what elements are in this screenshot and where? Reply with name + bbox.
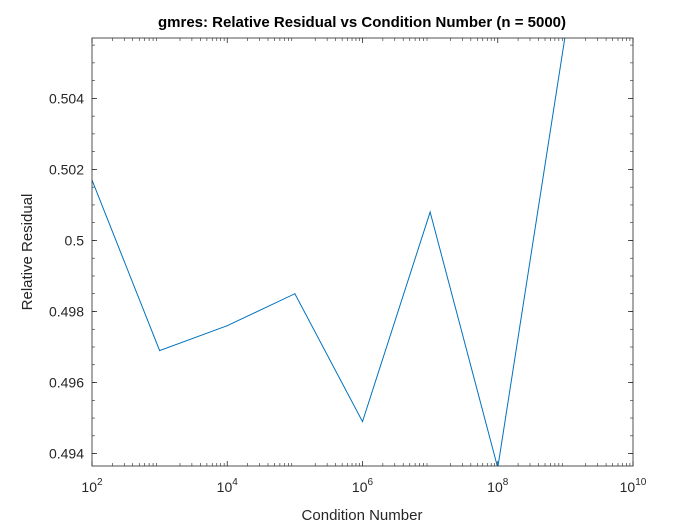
x-axis-label: Condition Number	[302, 507, 423, 524]
y-tick-labels: 0.494 0.496 0.498 0.5 0.502 0.504	[49, 90, 84, 461]
ticks-group	[91, 38, 634, 466]
x-tick-label: 1010	[620, 477, 647, 495]
plot-area	[92, 38, 633, 466]
data-point	[226, 325, 228, 327]
data-point	[497, 467, 498, 468]
data-point	[362, 421, 363, 423]
y-axis-label: Relative Residual	[19, 194, 36, 311]
data-point	[565, 34, 566, 35]
series-line	[92, 38, 566, 466]
y-tick-label: 0.496	[49, 375, 84, 391]
axes-box	[91, 37, 634, 467]
y-tick-label: 0.5	[65, 232, 85, 248]
y-tick-label: 0.498	[49, 303, 84, 319]
x-tick-label: 106	[352, 477, 374, 495]
x-tick-label: 108	[487, 477, 509, 495]
y-tick-label: 0.502	[49, 161, 84, 177]
data-point	[294, 293, 296, 295]
chart-title: gmres: Relative Residual vs Condition Nu…	[158, 14, 566, 31]
data-point	[429, 211, 431, 213]
x-tick-label: 104	[217, 477, 239, 495]
y-tick-label: 0.504	[49, 90, 84, 106]
data-point	[159, 350, 161, 352]
x-tick-labels: 102 104 106 108 1010	[81, 477, 646, 495]
x-tick-label: 102	[81, 477, 103, 495]
y-tick-label: 0.494	[49, 446, 84, 462]
